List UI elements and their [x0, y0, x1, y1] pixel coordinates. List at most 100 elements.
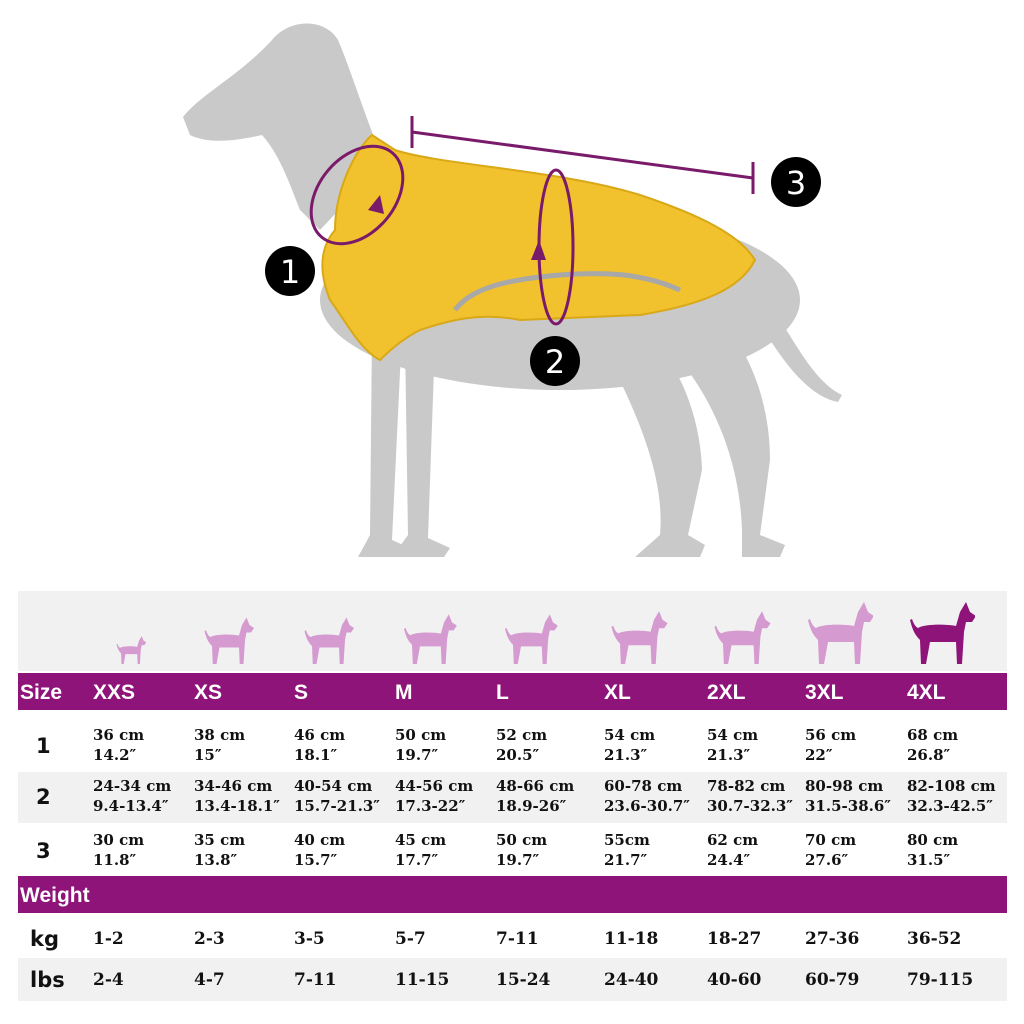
weight-value: 36-52 [907, 929, 962, 949]
size-column-header: XS [194, 681, 223, 704]
measurement-cm: 50 cm [496, 831, 548, 849]
measurement-inch: 27.6″ [805, 851, 849, 869]
measurement-cm: 54 cm [604, 726, 656, 744]
measurement-inch: 21.3″ [707, 746, 751, 764]
weight-value: 40-60 [707, 970, 762, 990]
weight-value: 11-18 [604, 929, 659, 949]
dog-size-icon [808, 602, 873, 664]
svg-text:3: 3 [786, 164, 806, 202]
size-column-header: 4XL [907, 681, 946, 704]
weight-row-label: kg [30, 927, 59, 951]
measurement-cm: 38 cm [194, 726, 246, 744]
measurement-cm: 46 cm [294, 726, 346, 744]
measurement-cm: 56 cm [805, 726, 857, 744]
size-header-row: Size XXS XS S M L XL 2XL 3XL 4XL [18, 673, 1007, 710]
measurement-cm: 80 cm [907, 831, 959, 849]
measurement-inch: 22″ [805, 746, 833, 764]
measurement-inch: 18.9-26″ [496, 797, 567, 815]
measurement-cm: 62 cm [707, 831, 759, 849]
measurement-cm: 60-78 cm [604, 777, 683, 795]
dog-size-icon [505, 614, 558, 664]
dog-measurement-illustration: 1 2 3 [183, 23, 842, 557]
measurement-inch: 31.5-38.6″ [805, 797, 891, 815]
weight-value: 18-27 [707, 929, 762, 949]
measurement-cm: 36 cm [93, 726, 145, 744]
measurement-cm: 24-34 cm [93, 777, 172, 795]
svg-text:2: 2 [545, 343, 565, 381]
measurement-cm: 54 cm [707, 726, 759, 744]
chest-arrow-icon [531, 240, 546, 260]
measurement-inch: 21.3″ [604, 746, 648, 764]
measurement-cm: 34-46 cm [194, 777, 273, 795]
dog-size-icons-row [18, 591, 1007, 671]
measurement-inch: 15.7-21.3″ [294, 797, 380, 815]
measurement-cm: 48-66 cm [496, 777, 575, 795]
measurement-cm: 52 cm [496, 726, 548, 744]
size-column-header: L [496, 681, 509, 704]
row-2-band [18, 772, 1007, 823]
measurement-cm: 80-98 cm [805, 777, 884, 795]
lbs-row-band [18, 958, 1007, 1001]
dog-size-icon [611, 611, 668, 664]
measurement-cm: 82-108 cm [907, 777, 996, 795]
measurement-cm: 78-82 cm [707, 777, 786, 795]
size-column-header: M [395, 681, 413, 704]
badge-chest: 2 [530, 336, 580, 386]
weight-value: 5-7 [395, 929, 426, 949]
weight-value: 7-11 [294, 970, 337, 990]
weight-row-label: lbs [30, 968, 65, 992]
measurement-inch: 24.4″ [707, 851, 751, 869]
measurement-inch: 30.7-32.3″ [707, 797, 793, 815]
measurement-inch: 26.8″ [907, 746, 951, 764]
weight-value: 79-115 [907, 970, 974, 990]
weight-value: 3-5 [294, 929, 325, 949]
badge-neck: 1 [265, 246, 315, 296]
measurement-inch: 17.3-22″ [395, 797, 466, 815]
size-column-header: S [294, 681, 309, 704]
weight-value: 4-7 [194, 970, 225, 990]
weight-value: 11-15 [395, 970, 450, 990]
weight-value: 1-2 [93, 929, 124, 949]
dog-size-icon [116, 636, 147, 664]
weight-value: 27-36 [805, 929, 860, 949]
measurement-cm: 35 cm [194, 831, 246, 849]
measurement-row-label: 2 [36, 785, 51, 809]
measurement-cm: 50 cm [395, 726, 447, 744]
dog-size-icon [714, 611, 771, 664]
measurement-inch: 9.4-13.4″ [93, 797, 169, 815]
dog-size-icon [404, 614, 457, 664]
measurement-row-label: 1 [36, 734, 51, 758]
dog-size-icon [910, 602, 975, 664]
measurement-inch: 15.7″ [294, 851, 338, 869]
badge-back: 3 [771, 157, 821, 207]
measurement-inch: 17.7″ [395, 851, 439, 869]
measurement-cm: 30 cm [93, 831, 145, 849]
weight-value: 2-3 [194, 929, 225, 949]
measurement-inch: 20.5″ [496, 746, 540, 764]
measurement-cm: 40 cm [294, 831, 346, 849]
measurement-cm: 40-54 cm [294, 777, 373, 795]
measurement-cm: 44-56 cm [395, 777, 474, 795]
size-column-header: 2XL [707, 681, 746, 704]
measurement-cm: 45 cm [395, 831, 447, 849]
measurement-inch: 19.7″ [496, 851, 540, 869]
weight-value: 15-24 [496, 970, 551, 990]
measurement-cm: 70 cm [805, 831, 857, 849]
measurement-row-label: 3 [36, 839, 51, 863]
weight-header-label: Weight [20, 884, 90, 907]
measurement-inch: 18.1″ [294, 746, 338, 764]
measurement-inch: 11.8″ [93, 851, 137, 869]
size-column-header: XXS [93, 681, 136, 704]
size-chart: Size XXS XS S M L XL 2XL 3XL 4XL Weight 1 36 cm 14… [18, 591, 1007, 1004]
back-length-line [410, 116, 755, 194]
measurement-inch: 13.4-18.1″ [194, 797, 280, 815]
weight-header-row: Weight [18, 876, 1007, 913]
measurement-inch: 23.6-30.7″ [604, 797, 690, 815]
size-column-header: XL [604, 681, 631, 704]
measurement-inch: 31.5″ [907, 851, 951, 869]
weight-value: 2-4 [93, 970, 124, 990]
size-column-header: 3XL [805, 681, 844, 704]
dog-size-icon [204, 617, 254, 664]
weight-value: 24-40 [604, 970, 659, 990]
neck-arrow-icon [368, 195, 384, 214]
